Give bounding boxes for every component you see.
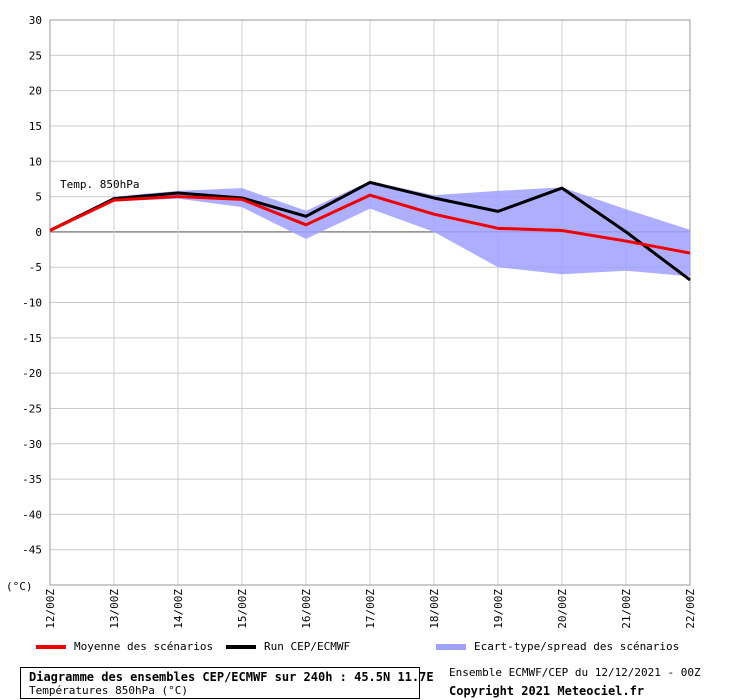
chart-annotation: Temp. 850hPa: [60, 178, 139, 191]
y-axis-unit-label: (°C): [6, 580, 33, 593]
y-tick-label: -15: [22, 332, 42, 345]
legend-spread-swatch: [436, 643, 466, 650]
legend-mean: Moyenne des scénarios: [36, 640, 213, 653]
x-tick-label: 22/00Z: [684, 589, 697, 629]
legend-run-swatch: [226, 644, 256, 649]
y-tick-label: 30: [29, 14, 42, 27]
plot-border: [49, 19, 691, 586]
y-tick-label: 5: [35, 191, 42, 204]
x-tick-label: 18/00Z: [428, 589, 441, 629]
x-tick-label: 15/00Z: [236, 589, 249, 629]
chart-grid: [49, 19, 691, 586]
y-tick-label: -10: [22, 297, 42, 310]
x-tick-label: 12/00Z: [44, 589, 57, 629]
ensemble-chart: 30 25 20 15 10 5 0 -5 -10 -15 -20 -25 -30 -35 -40 -45 1…: [6, 14, 697, 629]
run-info: Ensemble ECMWF/CEP du 12/12/2021 - 00Z: [449, 666, 701, 679]
legend-run: Run CEP/ECMWF: [226, 640, 350, 653]
legend-spread-label: Ecart-type/spread des scénarios: [474, 640, 680, 653]
y-tick-label: 20: [29, 85, 42, 98]
chart-title-box: Diagramme des ensembles CEP/ECMWF sur 24…: [20, 667, 434, 699]
x-axis-ticks: 12/00Z 13/00Z 14/00Z 15/00Z 16/00Z 17/00Z 18/0…: [44, 589, 697, 629]
spread-band: [50, 181, 690, 277]
x-tick-label: 14/00Z: [172, 589, 185, 629]
y-tick-label: 0: [35, 226, 42, 239]
y-tick-label: 10: [29, 155, 42, 168]
legend-run-label: Run CEP/ECMWF: [264, 640, 351, 653]
x-tick-label: 16/00Z: [300, 589, 313, 629]
y-tick-label: -30: [22, 438, 42, 451]
mean-series-line: [49, 193, 691, 255]
legend-spread: Ecart-type/spread des scénarios: [436, 640, 679, 653]
y-tick-label: -35: [22, 473, 42, 486]
series-lines: [49, 180, 691, 282]
y-tick-label: 15: [29, 120, 42, 133]
chart-subtitle: Températures 850hPa (°C): [29, 684, 188, 697]
spread-polygon: [50, 181, 690, 277]
x-tick-label: 20/00Z: [556, 589, 569, 629]
copyright: Copyright 2021 Meteociel.fr: [449, 684, 645, 698]
x-tick-label: 13/00Z: [108, 589, 121, 629]
y-tick-label: -5: [29, 261, 42, 274]
x-tick-label: 21/00Z: [620, 589, 633, 629]
legend-mean-label: Moyenne des scénarios: [74, 640, 214, 653]
y-axis-ticks: 30 25 20 15 10 5 0 -5 -10 -15 -20 -25 -30 -35 -40 -45: [22, 14, 42, 557]
y-tick-label: -25: [22, 402, 42, 415]
y-tick-label: 25: [29, 49, 42, 62]
y-tick-label: -45: [22, 544, 42, 557]
chart-title: Diagramme des ensembles CEP/ECMWF sur 24…: [29, 670, 434, 684]
x-tick-label: 17/00Z: [364, 589, 377, 629]
y-tick-label: -40: [22, 508, 42, 521]
y-tick-label: -20: [22, 367, 42, 380]
run-series-line: [49, 180, 691, 282]
x-tick-label: 19/00Z: [492, 589, 505, 629]
legend-mean-swatch: [36, 644, 66, 649]
